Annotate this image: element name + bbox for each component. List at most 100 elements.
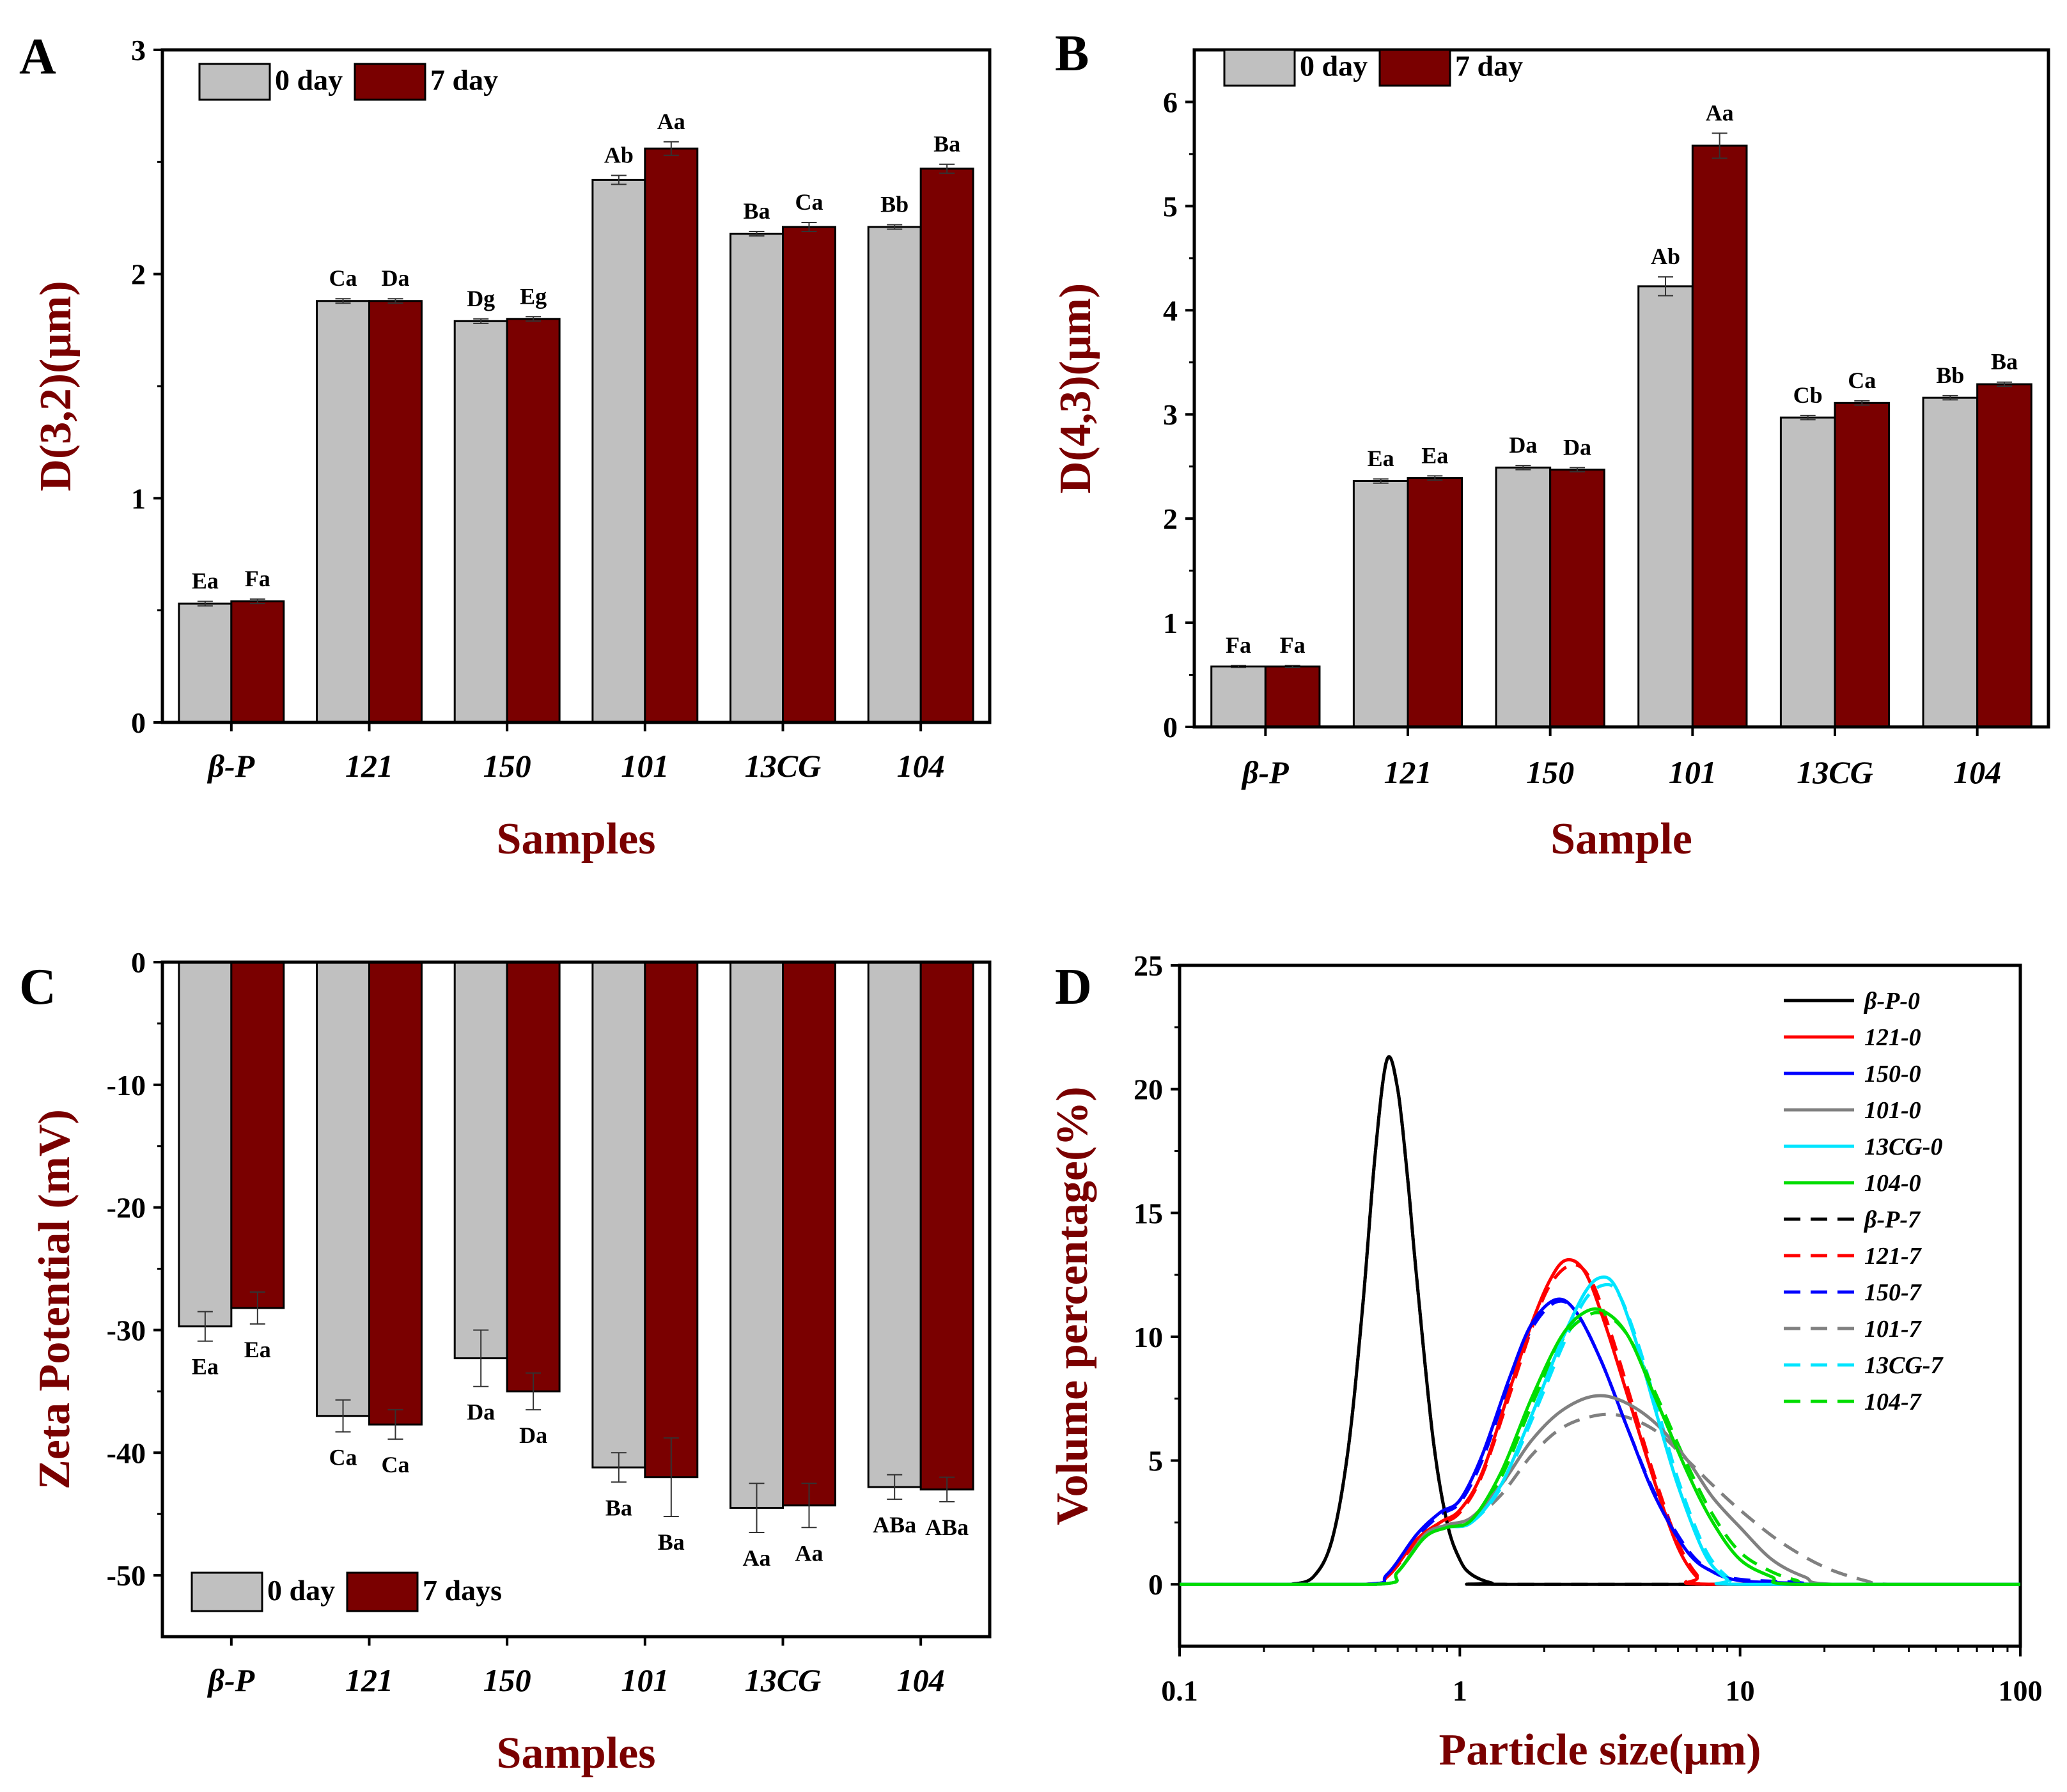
y-tick-label: -30 [107, 1314, 146, 1346]
significance-letter: Ab [604, 142, 634, 168]
y-tick-label: 0 [1163, 711, 1178, 744]
bar-day0 [453, 320, 508, 724]
significance-letter: Eg [520, 283, 547, 309]
significance-letter: Da [519, 1422, 547, 1448]
plot-frame [1192, 48, 2050, 729]
legend-label: 101-7 [1864, 1316, 1923, 1343]
y-tick-label: 3 [1163, 398, 1178, 431]
significance-letter: ABa [873, 1512, 916, 1538]
legend-label: 7 day [1455, 49, 1523, 82]
y-tick-label: 4 [1163, 294, 1178, 327]
significance-letter: Ea [1368, 446, 1394, 471]
x-tick-label: 150 [483, 1662, 531, 1698]
x-tick-label: β-P [207, 1662, 254, 1698]
significance-letter: Ca [329, 265, 357, 291]
x-axis-title: Samples [497, 1729, 656, 1778]
y-axis-title: Zeta Potential (mV) [30, 1109, 79, 1490]
x-tick-label: 150 [1526, 754, 1574, 790]
legend-label: 0 day [267, 1574, 335, 1607]
legend-label: 121-0 [1864, 1024, 1921, 1051]
y-tick-label: 2 [1163, 503, 1178, 535]
panel-c: C 0 -10 -20 -30 -40 -50 Ea Ea β-P Ca Ca 121 Da Da 150 Ba… [19, 946, 992, 1778]
series-line-150-7 [1180, 1299, 2020, 1586]
x-tick-label: 101 [1669, 754, 1717, 790]
series-line-101-7 [1180, 1412, 2020, 1586]
significance-letter: Ca [1848, 368, 1876, 393]
significance-letter: Ea [192, 568, 219, 594]
panel-label: D [1055, 959, 1092, 1015]
panel-label: A [19, 29, 56, 85]
plot-frame [160, 960, 992, 1639]
bar-day0 [178, 602, 233, 724]
y-axis-title: D(3,2)(μm) [31, 281, 81, 491]
bar-day7 [1976, 383, 2032, 728]
legend-label: 150-7 [1864, 1279, 1923, 1306]
legend-label: 101-0 [1864, 1097, 1921, 1124]
series-line-121-0 [1180, 1258, 2020, 1586]
bar-day7 [782, 961, 836, 1507]
x-tick-label: 104 [897, 1662, 945, 1698]
legend-swatch-day0 [198, 63, 271, 101]
x-tick-label: 13CG [745, 1662, 821, 1698]
y-tick-label: -20 [107, 1192, 146, 1224]
panel-label: B [1055, 26, 1089, 82]
bar-day7 [919, 168, 974, 724]
series-group [1180, 1055, 2020, 1586]
series-line-104-0 [1180, 1307, 2020, 1586]
significance-letter: Da [467, 1399, 495, 1425]
legend-label: 7 days [423, 1574, 502, 1607]
x-tick-label: 104 [1953, 754, 2001, 790]
plot-frame [160, 48, 992, 724]
x-tick-label: 100 [1999, 1674, 2043, 1707]
significance-letter: Bb [880, 192, 909, 217]
legend-swatch-day0 [1223, 49, 1296, 87]
significance-letter: Ba [605, 1495, 632, 1520]
y-tick-label: 3 [131, 34, 146, 66]
bar-day0 [1922, 396, 1979, 728]
significance-letter: ABa [925, 1515, 969, 1540]
significance-letter: Ba [658, 1529, 685, 1555]
x-tick-label: 150 [483, 748, 531, 784]
significance-letter: Da [1509, 432, 1537, 458]
bar-day7 [230, 961, 285, 1309]
legend-swatch-day0 [191, 1571, 263, 1612]
legend-label: 150-0 [1864, 1061, 1921, 1087]
y-tick-label: 1 [1163, 607, 1178, 639]
significance-letter: Ba [744, 198, 770, 224]
bar-day0 [316, 300, 370, 724]
bar-day0 [729, 233, 784, 724]
bar-day7 [506, 961, 561, 1392]
significance-letter: Ea [244, 1337, 271, 1362]
legend-label: β-P-7 [1863, 1206, 1921, 1233]
x-tick-label: 13CG [1797, 754, 1873, 790]
y-axis-title: Volume percentage(%) [1048, 1086, 1097, 1525]
significance-letter: Fa [245, 566, 270, 591]
legend-label: 104-7 [1864, 1389, 1923, 1415]
y-tick-label: 5 [1148, 1445, 1163, 1477]
legend-label: 0 day [1300, 49, 1368, 82]
bar-day7 [368, 300, 423, 724]
legend-label: 13CG-0 [1864, 1134, 1942, 1160]
bar-day7 [1549, 469, 1605, 728]
y-tick-label: -40 [107, 1437, 146, 1469]
bar-day7 [230, 600, 285, 724]
legend-label: 121-7 [1864, 1243, 1923, 1270]
x-axis-title: Particle size(μm) [1439, 1726, 1761, 1775]
y-tick-label: 6 [1163, 86, 1178, 118]
bar-day0 [453, 961, 508, 1360]
significance-letter: Dg [467, 286, 495, 311]
bar-day7 [1407, 477, 1463, 728]
y-tick-label: 1 [131, 482, 146, 515]
series-line-101-0 [1180, 1394, 2020, 1586]
bar-day7 [1264, 666, 1321, 728]
legend-label: 104-0 [1864, 1170, 1921, 1197]
bar-day7 [919, 961, 974, 1491]
panel-label: C [19, 959, 56, 1015]
y-axis-title: D(4,3)(μm) [1051, 283, 1100, 494]
significance-letter: Ca [381, 1452, 409, 1477]
significance-letter: Aa [795, 1540, 823, 1566]
x-tick-label: 104 [897, 748, 945, 784]
significance-letter: Ea [1421, 442, 1448, 468]
significance-letter: Ba [1991, 349, 2018, 375]
